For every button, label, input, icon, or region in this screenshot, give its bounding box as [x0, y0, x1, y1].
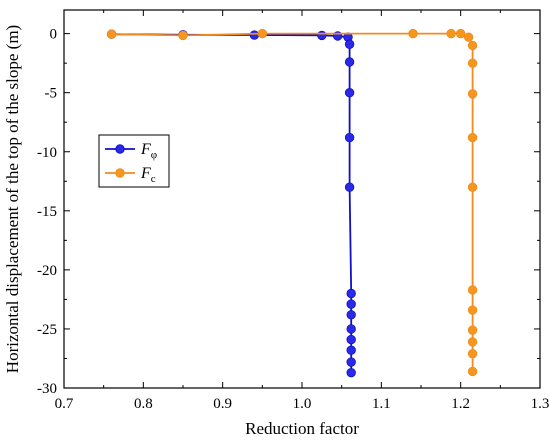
y-tick-label: -10: [37, 145, 57, 161]
series-f-c-point: [408, 28, 418, 39]
series-f-c-point: [467, 58, 478, 68]
series-f-phi: [106, 29, 356, 378]
y-tick-label: -30: [37, 381, 57, 397]
legend-box: [98, 134, 170, 188]
x-axis-title: Reduction factor: [245, 419, 359, 438]
y-tick-label: -15: [37, 204, 57, 220]
series-f-c-point: [463, 32, 474, 42]
series-f-c-point: [467, 337, 478, 347]
series-f-c-point: [467, 40, 478, 51]
series-f-c-point: [467, 89, 478, 99]
series-f-phi-point: [346, 324, 356, 334]
x-tick-label: 1.0: [293, 396, 312, 412]
series-f-c-point: [467, 305, 478, 315]
x-tick-label: 0.9: [213, 396, 232, 412]
x-tick-label: 1.2: [451, 396, 470, 412]
series-f-c-point: [467, 366, 478, 377]
series-f-phi-point: [317, 30, 327, 41]
series-f-phi-point: [344, 87, 355, 98]
series-f-c-point: [467, 182, 478, 192]
x-tick-label: 0.7: [55, 396, 74, 412]
x-tick-label: 1.1: [372, 396, 391, 412]
series-f-phi-point: [346, 334, 356, 345]
series-f-phi-point: [346, 345, 356, 355]
series-layer: [106, 28, 478, 378]
axis-ticks: 0.7 0.8 0.9 1.0 1.1 1.2 1.3 0 -5 -10 -15 -20 -25 -30: [37, 10, 549, 412]
y-tick-label: -5: [45, 86, 58, 102]
series-f-phi-point: [346, 357, 356, 367]
legend-entry-f-phi-subscript: φ: [151, 149, 157, 161]
series-f-c-point: [467, 325, 478, 335]
y-tick-label: -20: [37, 263, 57, 279]
series-f-c-point: [257, 28, 268, 39]
series-f-phi-point: [344, 132, 355, 143]
series-f-phi-point: [249, 30, 260, 40]
series-f-phi-point: [346, 367, 356, 378]
series-f-phi-point: [346, 288, 356, 299]
series-f-c-point: [178, 30, 188, 41]
series-f-c-point: [455, 28, 466, 39]
series-f-c: [106, 28, 478, 377]
series-f-phi-point: [344, 39, 355, 49]
series-f-phi-point: [346, 310, 356, 320]
series-f-c-point: [467, 285, 478, 295]
series-f-c-point: [467, 349, 478, 359]
series-f-c-point: [467, 132, 478, 143]
series-f-phi-point: [344, 182, 355, 192]
y-tick-label: -25: [37, 322, 57, 338]
series-f-c-point: [106, 29, 117, 39]
legend-entry-f-c-marker: [115, 168, 125, 178]
y-tick-label: 0: [50, 27, 58, 43]
legend-entry-f-phi-marker: [115, 144, 125, 154]
x-tick-label: 0.8: [134, 396, 153, 412]
series-f-phi-point: [346, 299, 356, 309]
x-tick-label: 1.3: [531, 396, 550, 412]
series-f-phi-point: [344, 57, 355, 67]
legend-entry-f-c-subscript: c: [151, 173, 156, 185]
y-axis-title: Horizontal displacement of the top of th…: [3, 25, 22, 373]
series-f-c-point: [446, 28, 456, 39]
